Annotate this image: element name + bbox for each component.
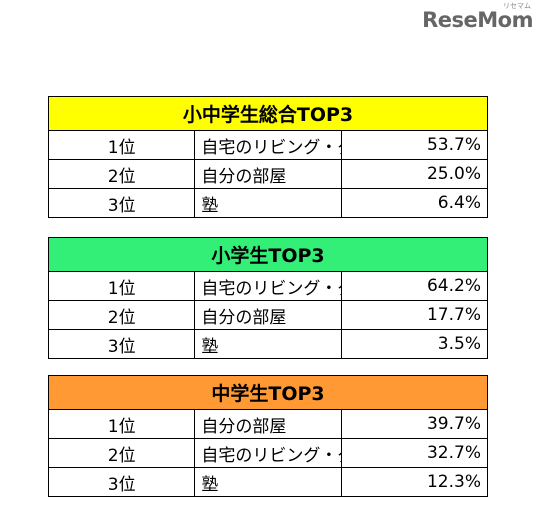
percent-cell: 39.7% — [340, 409, 489, 439]
place-cell: 塾 — [194, 467, 342, 497]
rank-cell: 1位 — [47, 130, 196, 160]
ranking-table-elementary: 小学生TOP3 1位 自宅のリビング・ダイニング 64.2% 2位 自分の部屋 … — [47, 237, 489, 359]
table-row: 1位 自分の部屋 39.7% — [47, 409, 489, 439]
rank-cell: 2位 — [47, 159, 196, 189]
rank-cell: 1位 — [47, 271, 196, 301]
percent-cell: 3.5% — [340, 329, 489, 359]
table-header-row: 中学生TOP3 — [48, 375, 488, 410]
resemom-logo: リセマム ReseMom — [422, 2, 533, 32]
table-row: 3位 塾 12.3% — [47, 467, 489, 497]
table-row: 1位 自宅のリビング・ダイニング 53.7% — [47, 130, 489, 160]
place-cell: 自分の部屋 — [194, 300, 342, 330]
logo-ruby: リセマム — [503, 2, 531, 10]
ranking-table-total: 小中学生総合TOP3 1位 自宅のリビング・ダイニング 53.7% 2位 自分の… — [47, 96, 489, 218]
table-header-row: 小学生TOP3 — [48, 237, 488, 272]
place-cell: 自宅のリビング・ダイニング — [194, 130, 342, 160]
place-cell: 自分の部屋 — [194, 409, 342, 439]
rank-cell: 3位 — [47, 467, 196, 497]
percent-cell: 64.2% — [340, 271, 489, 301]
place-cell: 塾 — [194, 329, 342, 359]
rank-cell: 3位 — [47, 329, 196, 359]
percent-cell: 53.7% — [340, 130, 489, 160]
table-row: 2位 自宅のリビング・ダイニング 32.7% — [47, 438, 489, 468]
table-header-row: 小中学生総合TOP3 — [48, 96, 488, 131]
table-title: 小学生TOP3 — [48, 237, 488, 272]
table-title: 中学生TOP3 — [48, 375, 488, 410]
rank-cell: 2位 — [47, 438, 196, 468]
place-cell: 塾 — [194, 188, 342, 218]
place-cell: 自宅のリビング・ダイニング — [194, 271, 342, 301]
place-cell: 自宅のリビング・ダイニング — [194, 438, 342, 468]
ranking-table-junior-high: 中学生TOP3 1位 自分の部屋 39.7% 2位 自宅のリビング・ダイニング … — [47, 375, 489, 497]
percent-cell: 32.7% — [340, 438, 489, 468]
logo-text: ReseMom — [422, 8, 533, 32]
table-row: 1位 自宅のリビング・ダイニング 64.2% — [47, 271, 489, 301]
percent-cell: 25.0% — [340, 159, 489, 189]
rank-cell: 2位 — [47, 300, 196, 330]
rank-cell: 1位 — [47, 409, 196, 439]
percent-cell: 12.3% — [340, 467, 489, 497]
table-row: 2位 自分の部屋 17.7% — [47, 300, 489, 330]
table-row: 3位 塾 6.4% — [47, 188, 489, 218]
place-cell: 自分の部屋 — [194, 159, 342, 189]
table-title: 小中学生総合TOP3 — [48, 96, 488, 131]
rank-cell: 3位 — [47, 188, 196, 218]
percent-cell: 17.7% — [340, 300, 489, 330]
table-row: 2位 自分の部屋 25.0% — [47, 159, 489, 189]
percent-cell: 6.4% — [340, 188, 489, 218]
table-row: 3位 塾 3.5% — [47, 329, 489, 359]
